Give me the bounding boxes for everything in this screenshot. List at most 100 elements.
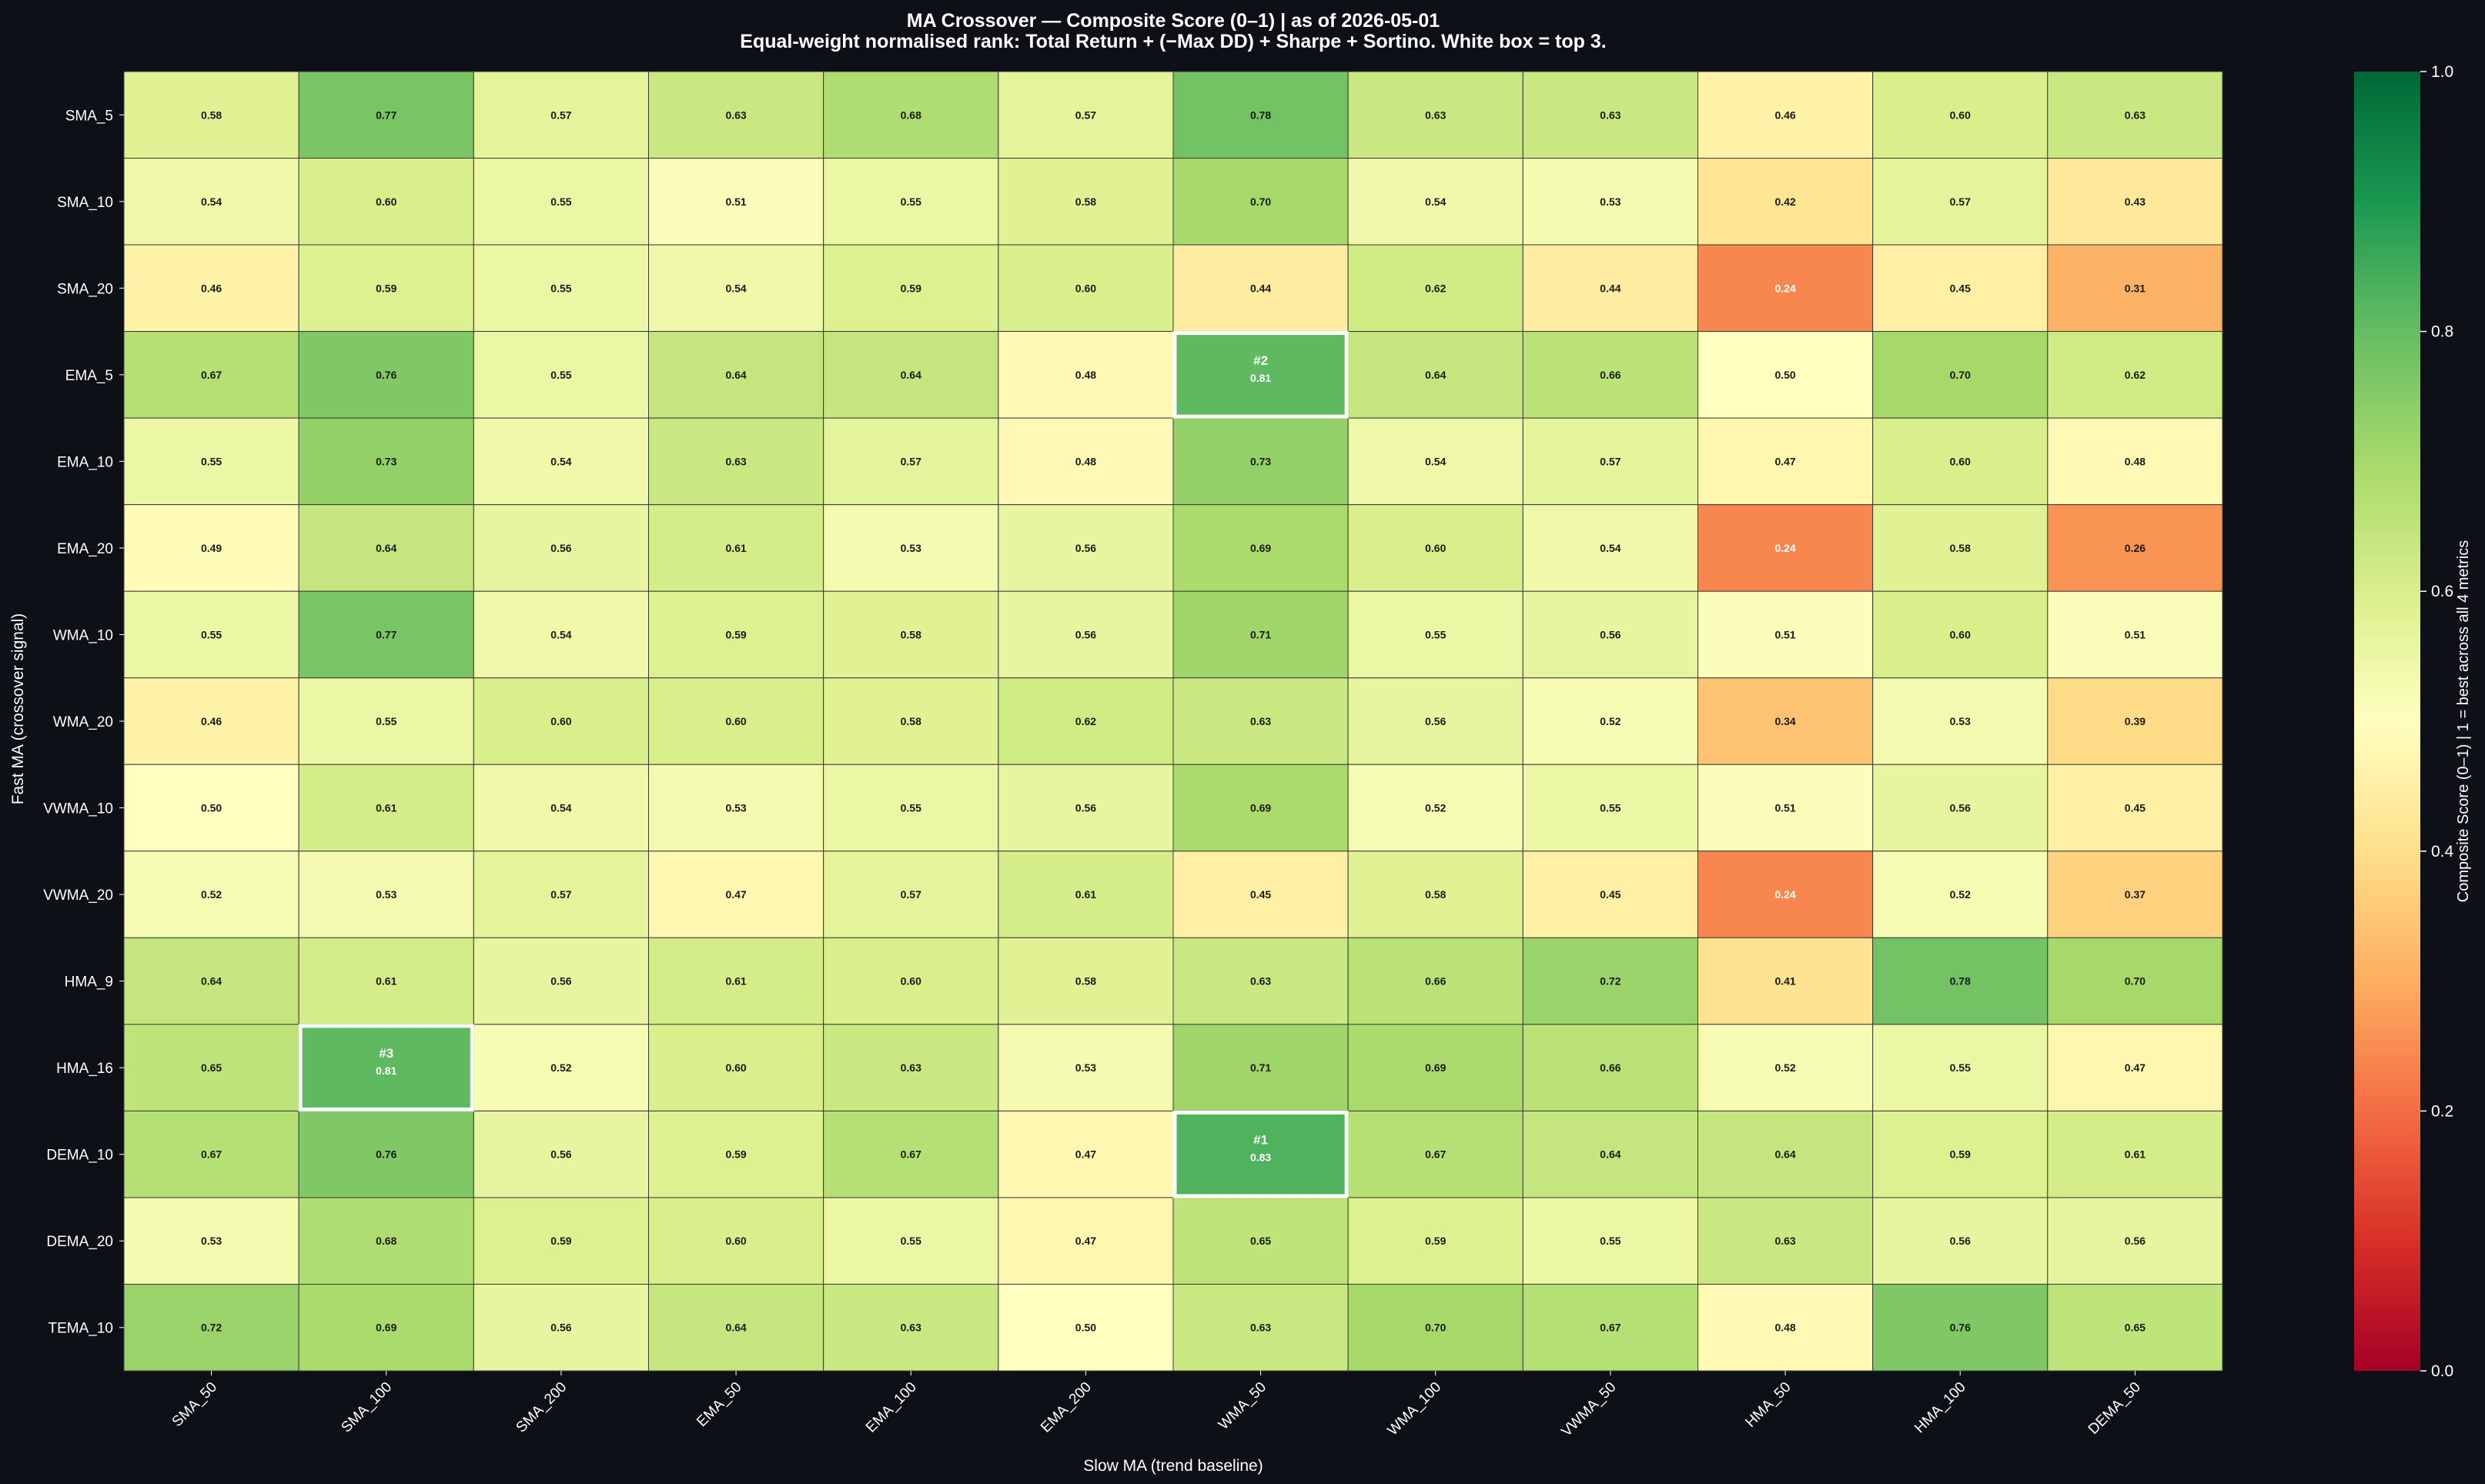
cell-value-label: 0.61 (2125, 1148, 2146, 1161)
cell-value-label: 0.58 (1950, 542, 1971, 554)
x-axis-label: Slow MA (trend baseline) (1083, 1457, 1263, 1475)
top3-highlight-box (1172, 331, 1349, 419)
heatmap-cell (1697, 244, 1874, 333)
cell-value-label: 0.64 (901, 369, 921, 381)
cell-value-label: 0.63 (725, 455, 746, 467)
heatmap-cell (998, 1024, 1174, 1111)
heatmap-cell (1872, 158, 2049, 246)
heatmap-cell (2047, 937, 2223, 1025)
heatmap-cell (1697, 937, 1874, 1025)
heatmap-cell (998, 764, 1174, 852)
heatmap-cell (123, 764, 299, 852)
cell-value-label: 0.64 (1774, 1148, 1795, 1161)
heatmap-cell (1172, 158, 1349, 246)
heatmap-cell (123, 1283, 299, 1372)
y-tick-label: WMA_10 (53, 627, 113, 643)
heatmap-cell (473, 158, 649, 246)
cell-value-label: 0.73 (1250, 455, 1271, 467)
heatmap-cell (123, 504, 299, 592)
heatmap-cell (998, 417, 1174, 506)
heatmap-cell (123, 1110, 299, 1198)
cell-value-label: 0.54 (725, 282, 746, 294)
heatmap-cell (298, 158, 474, 246)
heatmap-cell (648, 331, 824, 419)
cell-value-label: 0.66 (1425, 975, 1446, 988)
y-tick-label: EMA_20 (57, 541, 113, 557)
heatmap-cell (2047, 158, 2223, 246)
cell-value-label: 0.48 (1075, 369, 1096, 381)
heatmap-cell (998, 851, 1174, 938)
heatmap-cell (823, 677, 999, 765)
cell-value-label: 0.53 (1950, 715, 1971, 727)
heatmap-cell (1172, 764, 1349, 852)
cell-value-label: 0.39 (2125, 715, 2146, 727)
heatmap-cell (1872, 417, 2049, 506)
cell-value-label: 0.57 (550, 888, 571, 901)
top3-rank-label: #1 (1253, 1133, 1268, 1148)
heatmap-cell (2047, 504, 2223, 592)
cell-value-label: 0.47 (1075, 1235, 1096, 1247)
cell-value-label: 0.50 (201, 802, 222, 814)
heatmap-cell (1347, 158, 1523, 246)
heatmap-cell (998, 590, 1174, 679)
cell-value-label: 0.63 (1250, 975, 1271, 988)
cell-value-label: 0.24 (1774, 888, 1795, 901)
cell-value-label: 0.73 (376, 455, 396, 467)
cell-value-label: 0.57 (550, 109, 571, 121)
cell-value-label: 0.53 (1600, 196, 1620, 208)
colorbar-ticks: 0.0 0.2 0.4 0.6 0.8 1.0 (2420, 63, 2454, 1380)
heatmap-cell (473, 764, 649, 852)
cell-value-label: 0.48 (1075, 455, 1096, 467)
heatmap-cell (298, 1110, 474, 1198)
cell-value-label: 0.58 (201, 109, 222, 121)
heatmap-cell (1522, 764, 1699, 852)
heatmap-cell (1872, 590, 2049, 679)
heatmap-cell (1347, 331, 1523, 419)
heatmap-cell (823, 937, 999, 1025)
top3-rank-label: #2 (1253, 353, 1268, 368)
cell-value-label: 0.63 (1250, 715, 1271, 727)
heatmap-cell (648, 71, 824, 159)
heatmap-cell (1172, 677, 1349, 765)
cell-value-label: 0.44 (1600, 282, 1620, 294)
heatmap-cell (1522, 937, 1699, 1025)
heatmap-cell (823, 1283, 999, 1372)
cell-value-label: 0.81 (376, 1065, 396, 1077)
cell-value-label: 0.55 (901, 1235, 921, 1247)
heatmap-cell (2047, 1283, 2223, 1372)
heatmap-cell (298, 504, 474, 592)
cell-value-label: 0.46 (201, 715, 222, 727)
heatmap-cell (2047, 244, 2223, 333)
cell-value-label: 0.47 (1075, 1148, 1096, 1161)
heatmap-cell (123, 417, 299, 506)
heatmap-cell (1347, 1110, 1523, 1198)
y-tick-label: EMA_5 (65, 368, 113, 384)
cell-value-label: 0.68 (376, 1235, 396, 1247)
cell-value-label: 0.63 (2125, 109, 2146, 121)
cell-value-label: 0.61 (725, 975, 746, 988)
heatmap-cell (823, 244, 999, 333)
heatmap-cell (2047, 1110, 2223, 1198)
cell-value-label: 0.56 (550, 1322, 571, 1334)
heatmap-cell (1347, 677, 1523, 765)
heatmap-cell (648, 158, 824, 246)
heatmap-cell (998, 1283, 1174, 1372)
cell-value-label: 0.61 (725, 542, 746, 554)
colorbar-tick-label: 0.8 (2431, 323, 2453, 341)
cell-value-label: 0.58 (1075, 196, 1096, 208)
x-tick-label: VWMA_50 (1558, 1379, 1619, 1440)
cell-value-label: 0.56 (550, 1148, 571, 1161)
cell-value-label: 0.72 (201, 1322, 222, 1334)
cell-value-label: 0.53 (201, 1235, 222, 1247)
cell-value-label: 0.57 (1950, 196, 1971, 208)
heatmap-cell (648, 764, 824, 852)
cell-value-label: 0.78 (1950, 975, 1971, 988)
heatmap-cell (2047, 590, 2223, 679)
heatmap-cell (1347, 764, 1523, 852)
heatmap-cell (648, 244, 824, 333)
cell-value-label: 0.69 (1250, 802, 1271, 814)
cell-value-label: 0.64 (725, 369, 746, 381)
heatmap-cell (1172, 331, 1349, 419)
cell-value-label: 0.60 (1425, 542, 1446, 554)
cell-value-label: 0.37 (2125, 888, 2146, 901)
